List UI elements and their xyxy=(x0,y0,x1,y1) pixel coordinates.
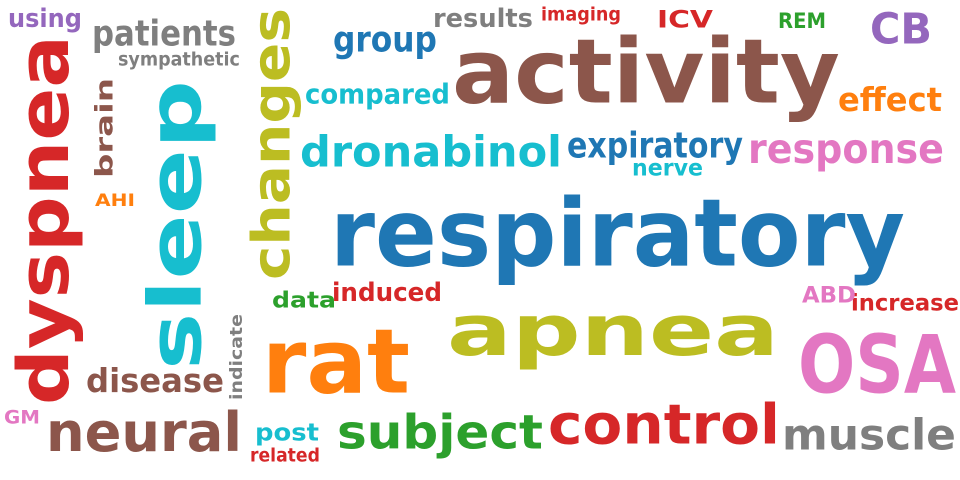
word-increase: increase xyxy=(851,290,959,316)
word-respiratory-group: respiratory xyxy=(330,178,905,288)
word-icv: ICV xyxy=(657,6,713,33)
word-nerve: nerve xyxy=(632,155,703,182)
word-compared-group: compared xyxy=(305,79,450,111)
word-cb-group: CB xyxy=(870,4,932,54)
word-group-group: group xyxy=(333,18,437,60)
word-response: response xyxy=(748,126,944,174)
word-apnea-group: apnea xyxy=(447,290,779,372)
word-data-group: data xyxy=(272,287,336,313)
word-dyspnea-group: dyspnea xyxy=(4,35,85,405)
word-abd-group: ABD xyxy=(802,283,856,309)
word-muscle-group: muscle xyxy=(782,411,956,460)
word-apnea: apnea xyxy=(447,290,779,372)
word-using-group: using xyxy=(8,3,82,33)
word-changes: changes xyxy=(241,8,303,280)
word-disease-group: disease xyxy=(86,362,224,401)
word-related-group: related xyxy=(250,445,320,467)
word-brain-group: brain xyxy=(90,78,118,178)
word-neural-group: neural xyxy=(46,400,242,464)
word-subject-group: subject xyxy=(337,406,543,460)
word-osa: OSA xyxy=(798,319,957,412)
word-respiratory: respiratory xyxy=(330,178,905,288)
word-patients: patients xyxy=(92,12,236,54)
word-related: related xyxy=(250,445,320,467)
word-imaging: imaging xyxy=(541,4,621,26)
word-response-group: response xyxy=(748,126,944,174)
word-rem-group: REM xyxy=(778,8,826,33)
word-activity-group: activity xyxy=(452,21,840,124)
word-sleep-group: sleep xyxy=(133,80,219,370)
word-muscle: muscle xyxy=(782,411,956,460)
word-icv-group: ICV xyxy=(657,6,713,33)
word-sympathetic: sympathetic xyxy=(118,49,240,71)
word-cb: CB xyxy=(870,4,932,54)
word-osa-group: OSA xyxy=(798,319,957,412)
word-brain: brain xyxy=(90,78,118,178)
word-results-group: results xyxy=(433,4,533,34)
word-activity: activity xyxy=(452,21,840,124)
word-increase-group: increase xyxy=(851,290,959,316)
word-effect: effect xyxy=(838,81,942,119)
word-rem: REM xyxy=(778,8,826,33)
word-induced: induced xyxy=(332,277,442,307)
word-control: control xyxy=(548,393,780,458)
word-compared: compared xyxy=(305,79,450,111)
word-post: post xyxy=(255,418,319,446)
word-data: data xyxy=(272,287,336,313)
word-abd: ABD xyxy=(802,283,856,309)
word-rat: rat xyxy=(262,311,410,414)
word-rat-group: rat xyxy=(262,311,410,414)
word-subject: subject xyxy=(337,406,543,460)
word-control-group: control xyxy=(548,393,780,458)
word-expiratory-group: expiratory xyxy=(567,124,743,166)
word-imaging-group: imaging xyxy=(541,4,621,26)
word-effect-group: effect xyxy=(838,81,942,119)
word-neural: neural xyxy=(46,400,242,464)
word-results: results xyxy=(433,4,533,34)
word-ahi: AHI xyxy=(95,191,135,210)
word-dronabinol: dronabinol xyxy=(300,128,562,178)
word-using: using xyxy=(8,3,82,33)
word-indicate: indicate xyxy=(227,314,247,400)
word-sleep: sleep xyxy=(133,80,219,370)
word-sympathetic-group: sympathetic xyxy=(118,49,240,71)
word-expiratory: expiratory xyxy=(567,124,743,166)
word-changes-group: changes xyxy=(241,8,303,280)
word-dyspnea: dyspnea xyxy=(4,35,85,405)
word-dronabinol-group: dronabinol xyxy=(300,128,562,178)
word-gm: GM xyxy=(4,406,40,428)
word-induced-group: induced xyxy=(332,277,442,307)
word-post-group: post xyxy=(255,418,319,446)
word-indicate-group: indicate xyxy=(227,314,247,400)
word-group: group xyxy=(333,18,437,60)
word-gm-group: GM xyxy=(4,406,40,428)
word-nerve-group: nerve xyxy=(632,155,703,182)
word-patients-group: patients xyxy=(92,12,236,54)
word-disease: disease xyxy=(86,362,224,401)
word-ahi-group: AHI xyxy=(95,191,135,210)
